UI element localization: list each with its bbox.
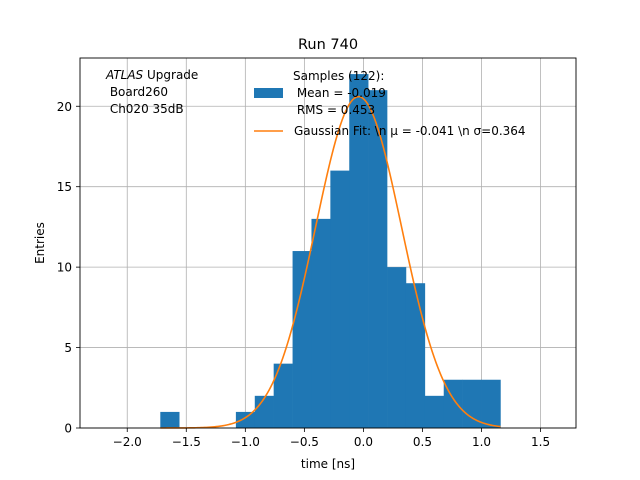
plot-frame [79,57,577,429]
x-tick-label: 0.0 [354,435,373,449]
x-tick-label: 0.5 [413,435,432,449]
y-tick-label: 0 [64,422,72,436]
x-axis-ticks: −2.0 −1.5 −1.0 −0.5 0.0 0.5 1.0 1.5 [113,428,550,449]
legend-hist-line3: RMS = 0.453 [293,103,375,117]
histogram-bar [330,170,350,428]
legend-fit-label: Gaussian Fit: \n μ = -0.041 \n σ=0.364 [294,124,526,138]
gaussian-fit-line [160,95,501,429]
svg-text:ATLAS Upgrade: ATLAS Upgrade [105,68,198,82]
x-tick-label: −0.5 [290,435,319,449]
annotation-channel: Ch020 35dB [106,102,184,116]
x-axis-label: time [ns] [301,457,355,471]
histogram-bar [349,74,369,428]
legend-hist-line1: Samples (122): [293,69,384,83]
y-axis-ticks: 0 5 10 15 20 [57,100,80,436]
histogram-bar [462,379,482,428]
histogram-bar [292,251,312,428]
histogram-bars [160,74,501,428]
y-tick-label: 20 [57,100,72,114]
histogram-bar [311,218,331,428]
annotation-experiment: ATLAS [105,68,144,82]
histogram-bar [424,395,445,428]
x-tick-label: −2.0 [113,435,142,449]
x-tick-label: 1.0 [472,435,491,449]
x-tick-label: 1.5 [531,435,550,449]
legend: Samples (122): Mean = -0.019 RMS = 0.453… [254,69,526,138]
histogram-bar [273,363,293,428]
y-tick-label: 15 [57,180,72,194]
histogram-bar [235,411,256,428]
histogram-bar [405,283,426,428]
histogram-bar [368,90,388,428]
chart-title: Run 740 [298,37,358,53]
atlas-annotation: ATLAS Upgrade Board260 Ch020 35dB [105,68,198,116]
histogram-bar [160,411,180,428]
histogram-bar [254,395,274,428]
x-tick-label: −1.5 [172,435,201,449]
y-axis-label: Entries [33,222,47,264]
y-tick-label: 10 [57,261,72,275]
annotation-board: Board260 [106,85,168,99]
annotation-suffix: Upgrade [143,68,198,82]
legend-histogram-patch [254,88,283,98]
histogram-bar [481,379,501,428]
histogram-bar [387,267,407,428]
legend-hist-line2: Mean = -0.019 [293,86,386,100]
y-tick-label: 5 [64,341,72,355]
x-tick-label: −1.0 [231,435,260,449]
